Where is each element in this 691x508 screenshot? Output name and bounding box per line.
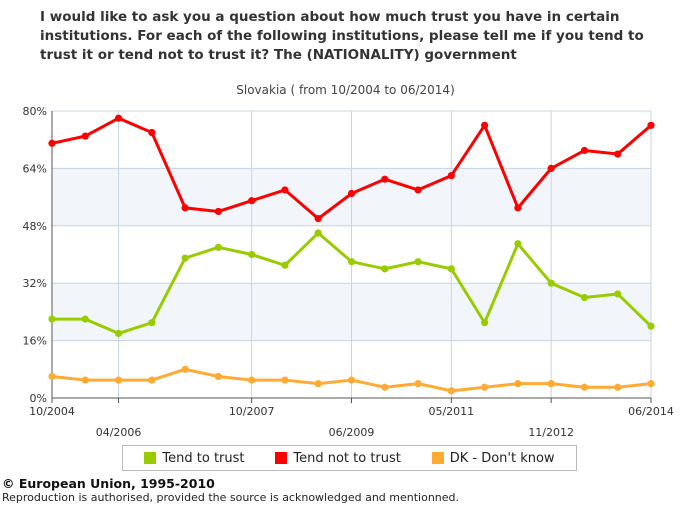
data-point-tend-to-trust xyxy=(314,229,322,237)
data-point-tend-not-to-trust xyxy=(614,150,622,158)
data-point-tend-to-trust xyxy=(281,261,289,269)
x-tick-label: 06/2014 xyxy=(628,405,674,418)
series-tend-not-to-trust xyxy=(48,114,655,223)
data-point-tend-not-to-trust xyxy=(148,128,156,137)
data-point-dk-don-t-know xyxy=(647,380,655,388)
data-point-tend-not-to-trust xyxy=(514,204,522,212)
data-point-dk-don-t-know xyxy=(614,383,622,391)
y-tick-label: 0% xyxy=(30,392,47,405)
data-point-tend-not-to-trust xyxy=(248,197,256,205)
data-point-dk-don-t-know xyxy=(447,387,455,395)
legend: Tend to trust Tend not to trust DK - Don… xyxy=(122,445,577,471)
data-point-tend-not-to-trust xyxy=(181,204,189,212)
data-point-tend-not-to-trust xyxy=(414,186,422,194)
x-tick-label: 11/2012 xyxy=(528,426,574,439)
data-point-tend-to-trust xyxy=(580,293,589,302)
data-point-tend-not-to-trust xyxy=(647,121,655,129)
data-point-tend-not-to-trust xyxy=(114,114,123,122)
x-tick-label: 04/2006 xyxy=(96,426,142,439)
data-point-dk-don-t-know xyxy=(580,383,589,391)
series-tend-to-trust xyxy=(48,229,655,338)
data-point-tend-to-trust xyxy=(614,290,622,298)
legend-item-tend-to-trust[interactable]: Tend to trust xyxy=(144,450,245,466)
x-tick-label: 06/2009 xyxy=(329,426,375,439)
data-point-dk-don-t-know xyxy=(514,380,522,388)
line-chart: 0% 16% 32% 48% 64% 80% 10/2004 04/2006 10/2007 0… xyxy=(23,105,674,439)
data-point-tend-not-to-trust xyxy=(481,121,489,129)
data-point-tend-not-to-trust xyxy=(48,139,56,147)
y-tick-label: 80% xyxy=(23,105,47,118)
data-point-dk-don-t-know xyxy=(81,376,89,384)
data-point-dk-don-t-know xyxy=(381,383,389,391)
chart-subtitle: Slovakia ( from 10/2004 to 06/2014) xyxy=(236,83,455,97)
axes xyxy=(51,111,652,403)
data-point-tend-not-to-trust xyxy=(81,132,89,140)
y-tick-labels: 0% 16% 32% 48% 64% 80% xyxy=(23,105,47,405)
legend-item-dont-know[interactable]: DK - Don't know xyxy=(431,450,555,466)
copyright-text: © European Union, 1995-2010 xyxy=(2,476,215,491)
data-point-tend-not-to-trust xyxy=(214,207,222,216)
data-point-dk-don-t-know xyxy=(181,365,189,373)
y-tick-label: 16% xyxy=(23,335,47,348)
data-point-tend-to-trust xyxy=(647,322,655,330)
data-point-tend-to-trust xyxy=(381,265,389,273)
data-point-tend-to-trust xyxy=(447,265,455,273)
legend-item-tend-not-to-trust[interactable]: Tend not to trust xyxy=(275,451,401,466)
series-lines xyxy=(48,114,655,395)
legend-swatch-dont-know xyxy=(431,452,444,464)
data-point-dk-don-t-know xyxy=(48,372,56,381)
data-point-tend-not-to-trust xyxy=(381,175,389,183)
data-point-tend-to-trust xyxy=(148,319,156,327)
legend-swatch-tend-not-to-trust xyxy=(275,452,288,464)
data-point-tend-to-trust xyxy=(81,315,89,323)
data-point-dk-don-t-know xyxy=(248,376,256,384)
data-point-dk-don-t-know xyxy=(148,376,156,384)
legend-swatch-tend-to-trust xyxy=(144,452,157,464)
data-point-tend-to-trust xyxy=(214,243,222,251)
y-tick-label: 64% xyxy=(23,162,47,175)
data-point-tend-to-trust xyxy=(514,240,522,248)
data-point-tend-not-to-trust xyxy=(281,186,289,194)
y-tick-label: 32% xyxy=(23,277,47,290)
reproduction-note: Reproduction is authorised, provided the… xyxy=(2,491,460,504)
x-tick-label: 10/2004 xyxy=(29,405,75,418)
data-point-tend-not-to-trust xyxy=(580,146,589,155)
legend-label-dont-know: DK - Don't know xyxy=(449,450,555,466)
data-point-dk-don-t-know xyxy=(314,380,322,388)
data-point-tend-not-to-trust xyxy=(314,215,322,223)
x-tick-label: 10/2007 xyxy=(229,405,275,418)
data-point-dk-don-t-know xyxy=(281,376,289,384)
data-point-tend-to-trust xyxy=(181,254,189,262)
data-point-dk-don-t-know xyxy=(114,376,123,384)
legend-label-tend-not-to-trust: Tend not to trust xyxy=(293,450,401,466)
data-point-tend-to-trust xyxy=(248,250,256,259)
legend-label-tend-to-trust: Tend to trust xyxy=(162,450,245,466)
data-point-tend-to-trust xyxy=(481,319,489,327)
data-point-dk-don-t-know xyxy=(214,372,222,381)
data-point-tend-to-trust xyxy=(48,315,56,323)
x-tick-labels: 10/2004 04/2006 10/2007 06/2009 05/2011 11/20… xyxy=(29,405,674,439)
series-dk-don-t-know xyxy=(48,365,655,395)
data-point-tend-to-trust xyxy=(114,329,123,338)
question-title: I would like to ask you a question about… xyxy=(40,9,644,63)
data-point-dk-don-t-know xyxy=(347,376,356,384)
data-point-dk-don-t-know xyxy=(547,380,555,388)
data-point-tend-to-trust xyxy=(414,258,422,266)
y-tick-label: 48% xyxy=(23,220,47,233)
data-point-dk-don-t-know xyxy=(414,380,422,388)
data-point-dk-don-t-know xyxy=(481,383,489,391)
data-point-tend-not-to-trust xyxy=(547,164,555,172)
data-point-tend-not-to-trust xyxy=(447,171,455,180)
x-tick-label: 05/2011 xyxy=(428,405,474,418)
data-point-tend-to-trust xyxy=(347,258,356,266)
data-point-tend-not-to-trust xyxy=(347,189,356,198)
data-point-tend-to-trust xyxy=(547,279,555,287)
